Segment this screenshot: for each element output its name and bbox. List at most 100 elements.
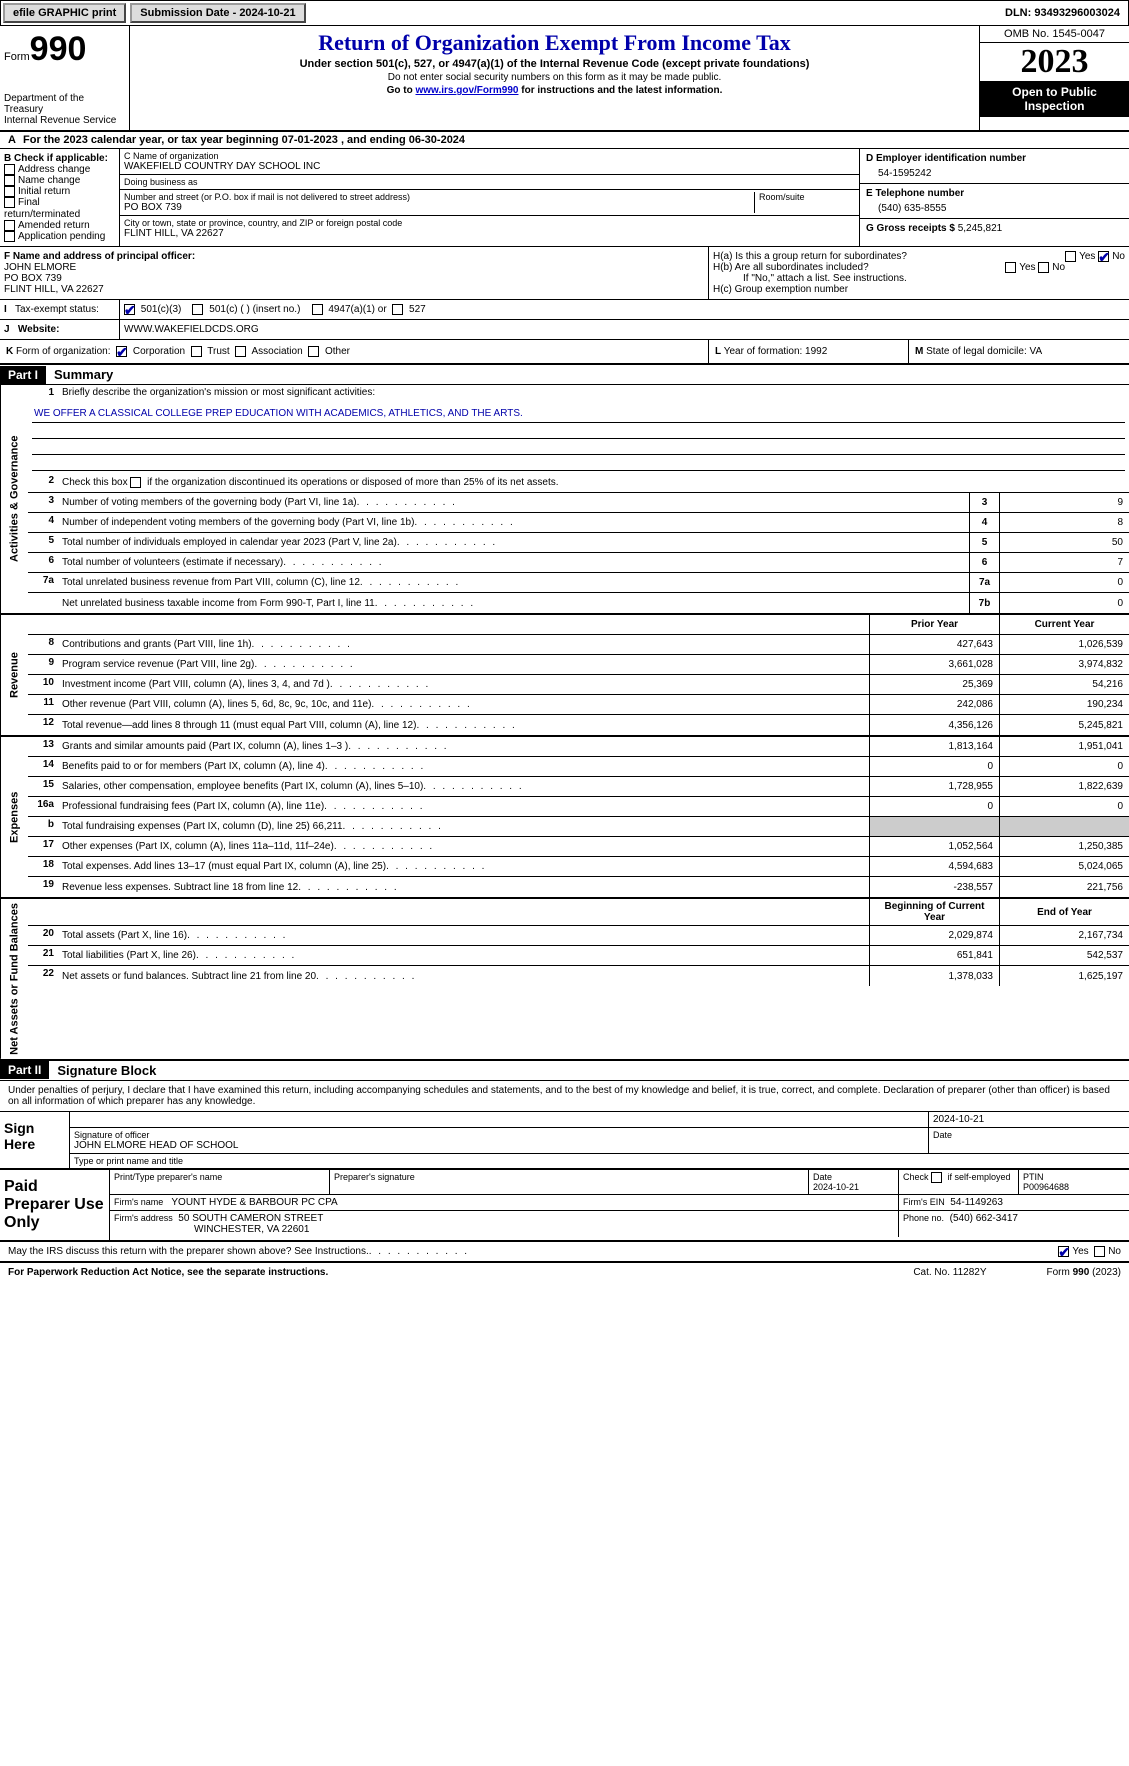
i-label: I xyxy=(4,304,7,315)
perjury-declaration: Under penalties of perjury, I declare th… xyxy=(0,1081,1129,1112)
data-line: 12 Total revenue—add lines 8 through 11 … xyxy=(28,715,1129,735)
prior-val: 2,029,874 xyxy=(869,926,999,945)
col-end-year: End of Year xyxy=(999,899,1129,925)
checkbox-501c3[interactable] xyxy=(124,304,135,315)
checkbox-address-change[interactable] xyxy=(4,164,15,175)
line-val: 50 xyxy=(999,533,1129,552)
data-line: 14 Benefits paid to or for members (Part… xyxy=(28,757,1129,777)
checkbox-discuss-yes[interactable] xyxy=(1058,1246,1069,1257)
prior-val: 4,594,683 xyxy=(869,857,999,876)
efile-print-button[interactable]: efile GRAPHIC print xyxy=(3,3,126,23)
box-b: B Check if applicable: Address change Na… xyxy=(0,149,120,246)
k-label: K xyxy=(6,346,13,357)
prep-sig-label: Preparer's signature xyxy=(330,1170,809,1194)
street-label: Number and street (or P.O. box if mail i… xyxy=(124,192,750,202)
data-line: 10 Investment income (Part VIII, column … xyxy=(28,675,1129,695)
checkbox-amended[interactable] xyxy=(4,220,15,231)
prior-val: 427,643 xyxy=(869,635,999,654)
line-desc: Other expenses (Part IX, column (A), lin… xyxy=(58,837,869,856)
line-val: 9 xyxy=(999,493,1129,512)
irs-link[interactable]: www.irs.gov/Form990 xyxy=(415,85,518,96)
tax-period-text: For the 2023 calendar year, or tax year … xyxy=(23,134,465,146)
prior-val xyxy=(869,817,999,836)
curr-val: 0 xyxy=(999,797,1129,816)
checkbox-self-employed[interactable] xyxy=(931,1172,942,1183)
line-box: 6 xyxy=(969,553,999,572)
gov-line: Net unrelated business taxable income fr… xyxy=(28,593,1129,613)
state-domicile: State of legal domicile: VA xyxy=(926,346,1042,357)
opt-501c: 501(c) ( ) (insert no.) xyxy=(209,304,300,315)
part2-badge: Part II xyxy=(0,1061,49,1079)
checkbox-assoc[interactable] xyxy=(235,346,246,357)
line1-text: Briefly describe the organization's miss… xyxy=(62,387,375,398)
line-num: 13 xyxy=(28,737,58,756)
prep-date-label: Date xyxy=(813,1172,894,1182)
prior-val: 242,086 xyxy=(869,695,999,714)
line-desc: Total revenue—add lines 8 through 11 (mu… xyxy=(58,715,869,735)
label-no-2: No xyxy=(1052,262,1065,273)
netassets-section: Net Assets or Fund Balances Beginning of… xyxy=(0,899,1129,1061)
checkbox-hb-yes[interactable] xyxy=(1005,262,1016,273)
firm-addr-label: Firm's address xyxy=(114,1213,173,1223)
checkbox-ha-no[interactable] xyxy=(1098,251,1109,262)
line-desc: Investment income (Part VIII, column (A)… xyxy=(58,675,869,694)
goto-pre: Go to xyxy=(387,85,416,96)
officer-signature-name: JOHN ELMORE HEAD OF SCHOOL xyxy=(74,1140,924,1151)
gross-receipts-label: G Gross receipts $ xyxy=(866,223,958,234)
line-num: 17 xyxy=(28,837,58,856)
part2-header-row: Part II Signature Block xyxy=(0,1061,1129,1081)
m-label: M xyxy=(915,346,923,357)
netassets-side-label: Net Assets or Fund Balances xyxy=(0,899,28,1059)
line1-num: 1 xyxy=(28,385,58,405)
prior-val: 3,661,028 xyxy=(869,655,999,674)
line-num: 7a xyxy=(28,573,58,592)
checkbox-hb-no[interactable] xyxy=(1038,262,1049,273)
omb-number: OMB No. 1545-0047 xyxy=(980,26,1129,43)
revenue-side-label: Revenue xyxy=(0,615,28,735)
form-word: Form xyxy=(4,51,30,63)
checkbox-application-pending[interactable] xyxy=(4,231,15,242)
line-desc: Number of voting members of the governin… xyxy=(58,493,969,512)
checkbox-initial-return[interactable] xyxy=(4,186,15,197)
firm-ein-value: 54-1149263 xyxy=(950,1197,1003,1208)
opt-4947: 4947(a)(1) or xyxy=(328,304,386,315)
checkbox-527[interactable] xyxy=(392,304,403,315)
col-begin-year: Beginning of Current Year xyxy=(869,899,999,925)
checkbox-corp[interactable] xyxy=(116,346,127,357)
sig-date: 2024-10-21 xyxy=(929,1112,1129,1127)
checkbox-other[interactable] xyxy=(308,346,319,357)
checkbox-4947[interactable] xyxy=(312,304,323,315)
prior-val: 25,369 xyxy=(869,675,999,694)
line-desc: Total unrelated business revenue from Pa… xyxy=(58,573,969,592)
checkbox-discontinued[interactable] xyxy=(130,477,141,488)
opt-corp: Corporation xyxy=(133,346,185,357)
form-number: 990 xyxy=(30,30,87,68)
data-line: b Total fundraising expenses (Part IX, c… xyxy=(28,817,1129,837)
checkbox-discuss-no[interactable] xyxy=(1094,1246,1105,1257)
line-box: 7a xyxy=(969,573,999,592)
hc-label: H(c) Group exemption number xyxy=(713,284,1125,295)
line-desc: Total expenses. Add lines 13–17 (must eq… xyxy=(58,857,869,876)
checkbox-final-return[interactable] xyxy=(4,197,15,208)
gross-receipts-value: 5,245,821 xyxy=(958,223,1003,234)
firm-addr1: 50 SOUTH CAMERON STREET xyxy=(178,1213,323,1224)
org-name-label: C Name of organization xyxy=(124,151,855,161)
row-klm: K Form of organization: Corporation Trus… xyxy=(0,340,1129,365)
dept-label: Department of the Treasury xyxy=(4,93,125,115)
checkbox-501c[interactable] xyxy=(192,304,203,315)
checkbox-name-change[interactable] xyxy=(4,175,15,186)
expenses-side-label: Expenses xyxy=(0,737,28,897)
top-bar: efile GRAPHIC print Submission Date - 20… xyxy=(0,0,1129,26)
checkbox-trust[interactable] xyxy=(191,346,202,357)
data-line: 13 Grants and similar amounts paid (Part… xyxy=(28,737,1129,757)
curr-val: 1,026,539 xyxy=(999,635,1129,654)
opt-trust: Trust xyxy=(207,346,229,357)
firm-ein-label: Firm's EIN xyxy=(903,1197,945,1207)
paid-preparer-block: Paid Preparer Use Only Print/Type prepar… xyxy=(0,1170,1129,1242)
line-desc: Grants and similar amounts paid (Part IX… xyxy=(58,737,869,756)
entity-info-grid: B Check if applicable: Address change Na… xyxy=(0,149,1129,247)
part2-title: Signature Block xyxy=(49,1061,164,1080)
col-prior-year: Prior Year xyxy=(869,615,999,634)
checkbox-ha-yes[interactable] xyxy=(1065,251,1076,262)
ptin-value: P00964688 xyxy=(1023,1182,1125,1192)
